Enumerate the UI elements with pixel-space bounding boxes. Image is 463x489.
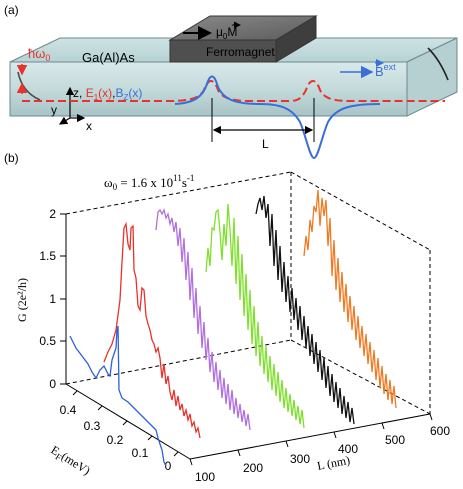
ef-tick-0-4: 0.4 — [60, 403, 77, 417]
mu0-m-label: μ0M — [216, 25, 237, 41]
y-tick-2: 2 — [49, 207, 56, 221]
y-axis-title: G (2e²/h) — [15, 278, 29, 322]
trace-line — [205, 203, 305, 429]
floor-right-edge — [290, 339, 431, 415]
trace-5-black — [255, 195, 355, 425]
l-axis-ticks: 100 200 300 400 500 600 — [189, 413, 450, 484]
bext-label: Bext — [375, 62, 396, 79]
l-tick-300: 300 — [290, 452, 310, 466]
trace-3-purple — [155, 208, 251, 431]
trace-line — [155, 208, 251, 431]
trace-4-green — [205, 203, 305, 429]
y-tick-0-5: 0.5 — [39, 334, 56, 348]
right-top-edge — [290, 171, 431, 251]
omega-annotation: ω0 = 1.6 x 1011s-1 — [104, 173, 194, 192]
right-edge-curve — [427, 47, 449, 81]
ferromagnet-label: Ferromagnet — [206, 45, 275, 59]
l-tick-600: 600 — [430, 424, 450, 438]
l-tick-500: 500 — [385, 433, 405, 447]
panel-b-label: (b) — [4, 151, 19, 165]
ferromagnet-side — [275, 15, 317, 63]
trace-line — [103, 221, 201, 439]
panel-a-label: (a) — [4, 3, 19, 17]
trace-line — [255, 195, 355, 425]
panel-a: (a) μ0M Ferromagnet Ga(Al)As ħω0 Bext — [4, 3, 458, 160]
hbar-omega-label: ħω0 — [28, 46, 50, 63]
y-axis-label: y — [51, 103, 57, 117]
y-tick-1: 1 — [49, 292, 56, 306]
l-tick-200: 200 — [243, 461, 263, 475]
profile-legend: z, E1(x),BZ(x) — [73, 86, 142, 102]
ef-tick-0: 0 — [165, 459, 172, 473]
ef-axis-ticks: 0 0.1 0.2 0.3 0.4 — [60, 390, 179, 473]
back-top-edge — [65, 171, 292, 215]
panel-b: (b) ω0 = 1.6 x 1011s-1 0 0.5 1 1.5 2 G (… — [4, 151, 450, 484]
y-tick-1-5: 1.5 — [39, 249, 56, 263]
ef-tick-0-1: 0.1 — [132, 446, 149, 460]
l-axis-line — [189, 413, 431, 460]
ef-tick-0-2: 0.2 — [107, 433, 124, 447]
bz-profile-curve — [174, 75, 381, 160]
trace-2-red — [103, 221, 201, 439]
ef-tick-0-3: 0.3 — [84, 419, 101, 433]
ef-axis-title: EF(meV) — [47, 443, 93, 480]
l-tick-100: 100 — [195, 470, 215, 484]
l-tick-400: 400 — [338, 442, 358, 456]
y-axis-arrow — [58, 116, 71, 125]
trace-1-blue — [69, 325, 167, 467]
x-axis-label: x — [86, 119, 92, 133]
y-axis-ticks: 0 0.5 1 1.5 2 — [39, 207, 66, 391]
ef-axis-line — [65, 383, 191, 460]
material-label: Ga(Al)As — [82, 50, 135, 65]
trace-line — [69, 325, 167, 467]
slab-side-face — [406, 37, 458, 117]
trace-6-orange — [303, 189, 397, 409]
y-tick-0: 0 — [49, 377, 56, 391]
l-dimension-label: L — [262, 137, 269, 151]
back-bottom-edge — [65, 339, 292, 385]
l-axis-title: L (nm) — [316, 453, 351, 473]
trace-line — [303, 189, 397, 409]
